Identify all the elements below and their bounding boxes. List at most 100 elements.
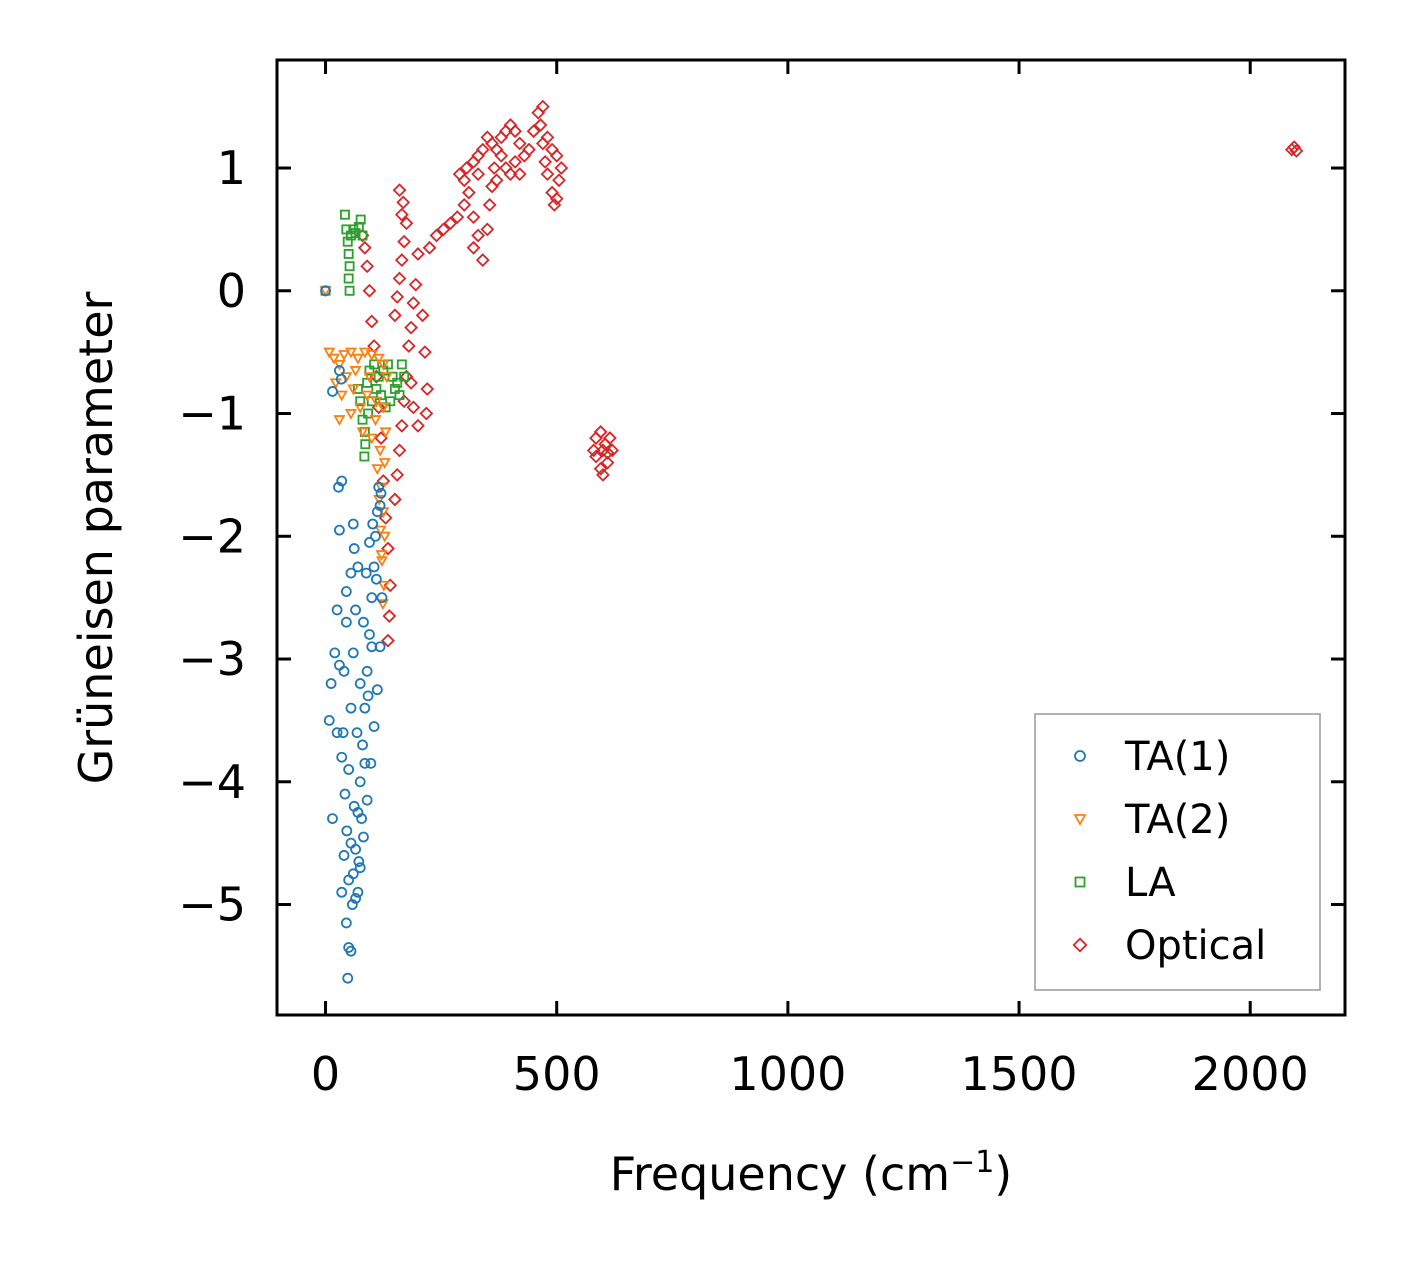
point-ta-2 bbox=[361, 390, 374, 402]
point-ta-1 bbox=[347, 647, 359, 659]
point-ta-2 bbox=[378, 458, 391, 469]
point-la bbox=[396, 359, 407, 370]
point-optical bbox=[406, 400, 421, 415]
point-ta-1 bbox=[359, 702, 371, 714]
point-optical bbox=[482, 197, 497, 212]
point-ta-2 bbox=[380, 372, 393, 384]
point-la bbox=[344, 261, 355, 272]
point-optical bbox=[487, 161, 502, 175]
y-axis-ticks: 1 0 −1 −2 −3 −4 −5 bbox=[178, 141, 1345, 932]
point-la bbox=[340, 209, 350, 220]
point-optical bbox=[480, 130, 495, 145]
legend-marker-la bbox=[1074, 876, 1086, 888]
point-la bbox=[355, 396, 366, 407]
point-optical bbox=[535, 99, 550, 114]
point-ta-1 bbox=[323, 714, 335, 726]
point-ta-1 bbox=[375, 487, 387, 499]
point-ta-1 bbox=[373, 481, 385, 493]
point-optical bbox=[526, 124, 541, 139]
point-optical bbox=[602, 431, 617, 445]
point-optical bbox=[489, 173, 504, 188]
point-ta-1 bbox=[331, 604, 343, 616]
point-optical bbox=[600, 455, 615, 470]
point-la bbox=[344, 285, 355, 296]
x-axis-ticks: 0 500 1000 1500 2000 bbox=[311, 60, 1309, 1101]
point-optical bbox=[512, 136, 527, 151]
point-optical bbox=[378, 510, 393, 525]
legend-item-optical: Optical bbox=[1072, 923, 1266, 969]
x-tick-label: 2000 bbox=[1192, 1047, 1309, 1101]
point-ta-2 bbox=[377, 402, 390, 414]
point-ta-1 bbox=[364, 537, 375, 548]
x-tick-label: 1000 bbox=[729, 1047, 846, 1101]
point-la bbox=[359, 451, 370, 462]
point-ta-2 bbox=[374, 525, 387, 537]
point-optical bbox=[1289, 143, 1304, 158]
y-axis-title: Grüneisen parameter bbox=[69, 291, 123, 784]
point-la bbox=[343, 248, 354, 259]
y-tick-label: −4 bbox=[178, 755, 246, 809]
point-ta-2 bbox=[375, 550, 388, 562]
point-ta-1 bbox=[345, 945, 357, 957]
point-ta-1 bbox=[341, 825, 353, 837]
point-ta-1 bbox=[325, 678, 337, 689]
point-optical bbox=[471, 148, 486, 163]
point-ta-2 bbox=[356, 427, 369, 439]
point-optical bbox=[381, 633, 395, 648]
point-ta-2 bbox=[370, 396, 383, 408]
point-optical bbox=[461, 185, 476, 200]
point-optical bbox=[593, 461, 608, 476]
point-optical bbox=[411, 418, 425, 433]
point-ta-2 bbox=[333, 359, 346, 371]
point-ta-2 bbox=[338, 350, 351, 361]
point-optical bbox=[538, 154, 553, 169]
point-ta-1 bbox=[350, 604, 361, 616]
data-markers bbox=[319, 99, 1304, 984]
y-tick-label: −2 bbox=[178, 509, 246, 563]
point-ta-1 bbox=[368, 721, 380, 732]
point-ta-2 bbox=[365, 433, 378, 445]
point-optical bbox=[545, 142, 559, 157]
point-ta-1 bbox=[352, 886, 364, 898]
point-ta-2 bbox=[377, 359, 390, 371]
point-ta-1 bbox=[336, 751, 348, 763]
point-ta-2 bbox=[349, 366, 362, 377]
point-ta-1 bbox=[353, 856, 365, 867]
point-ta-1 bbox=[356, 813, 368, 824]
point-ta-2 bbox=[347, 384, 360, 396]
legend-label: Optical bbox=[1125, 923, 1266, 969]
point-optical bbox=[459, 161, 474, 175]
point-ta-1 bbox=[371, 684, 383, 696]
point-ta-1 bbox=[331, 727, 343, 739]
point-optical bbox=[404, 320, 418, 335]
point-optical bbox=[540, 130, 555, 145]
point-ta-2 bbox=[369, 415, 382, 427]
point-optical bbox=[422, 240, 437, 255]
point-ta-2 bbox=[327, 353, 340, 365]
point-optical bbox=[554, 161, 569, 175]
point-ta-1 bbox=[360, 567, 372, 579]
point-ta-1 bbox=[334, 524, 345, 536]
point-optical bbox=[390, 467, 405, 482]
point-optical bbox=[364, 314, 379, 329]
point-optical bbox=[522, 142, 536, 157]
point-optical bbox=[512, 167, 527, 182]
point-ta-1 bbox=[366, 592, 378, 604]
point-optical bbox=[382, 609, 397, 623]
y-tick-label: −5 bbox=[178, 878, 246, 932]
legend-marker-ta-2 bbox=[1073, 814, 1087, 826]
point-optical bbox=[436, 222, 451, 237]
x-tick-label: 0 bbox=[311, 1047, 340, 1101]
point-optical bbox=[399, 216, 414, 231]
point-optical bbox=[533, 118, 548, 132]
point-ta-1 bbox=[376, 592, 388, 604]
point-ta-1 bbox=[361, 665, 373, 677]
point-optical bbox=[419, 406, 434, 421]
point-ta-1 bbox=[351, 727, 363, 739]
point-ta-1 bbox=[358, 616, 369, 628]
point-ta-1 bbox=[339, 788, 351, 800]
point-la bbox=[392, 377, 403, 388]
point-ta-1 bbox=[338, 850, 350, 861]
point-ta-1 bbox=[343, 874, 355, 886]
point-ta-1 bbox=[338, 665, 350, 677]
